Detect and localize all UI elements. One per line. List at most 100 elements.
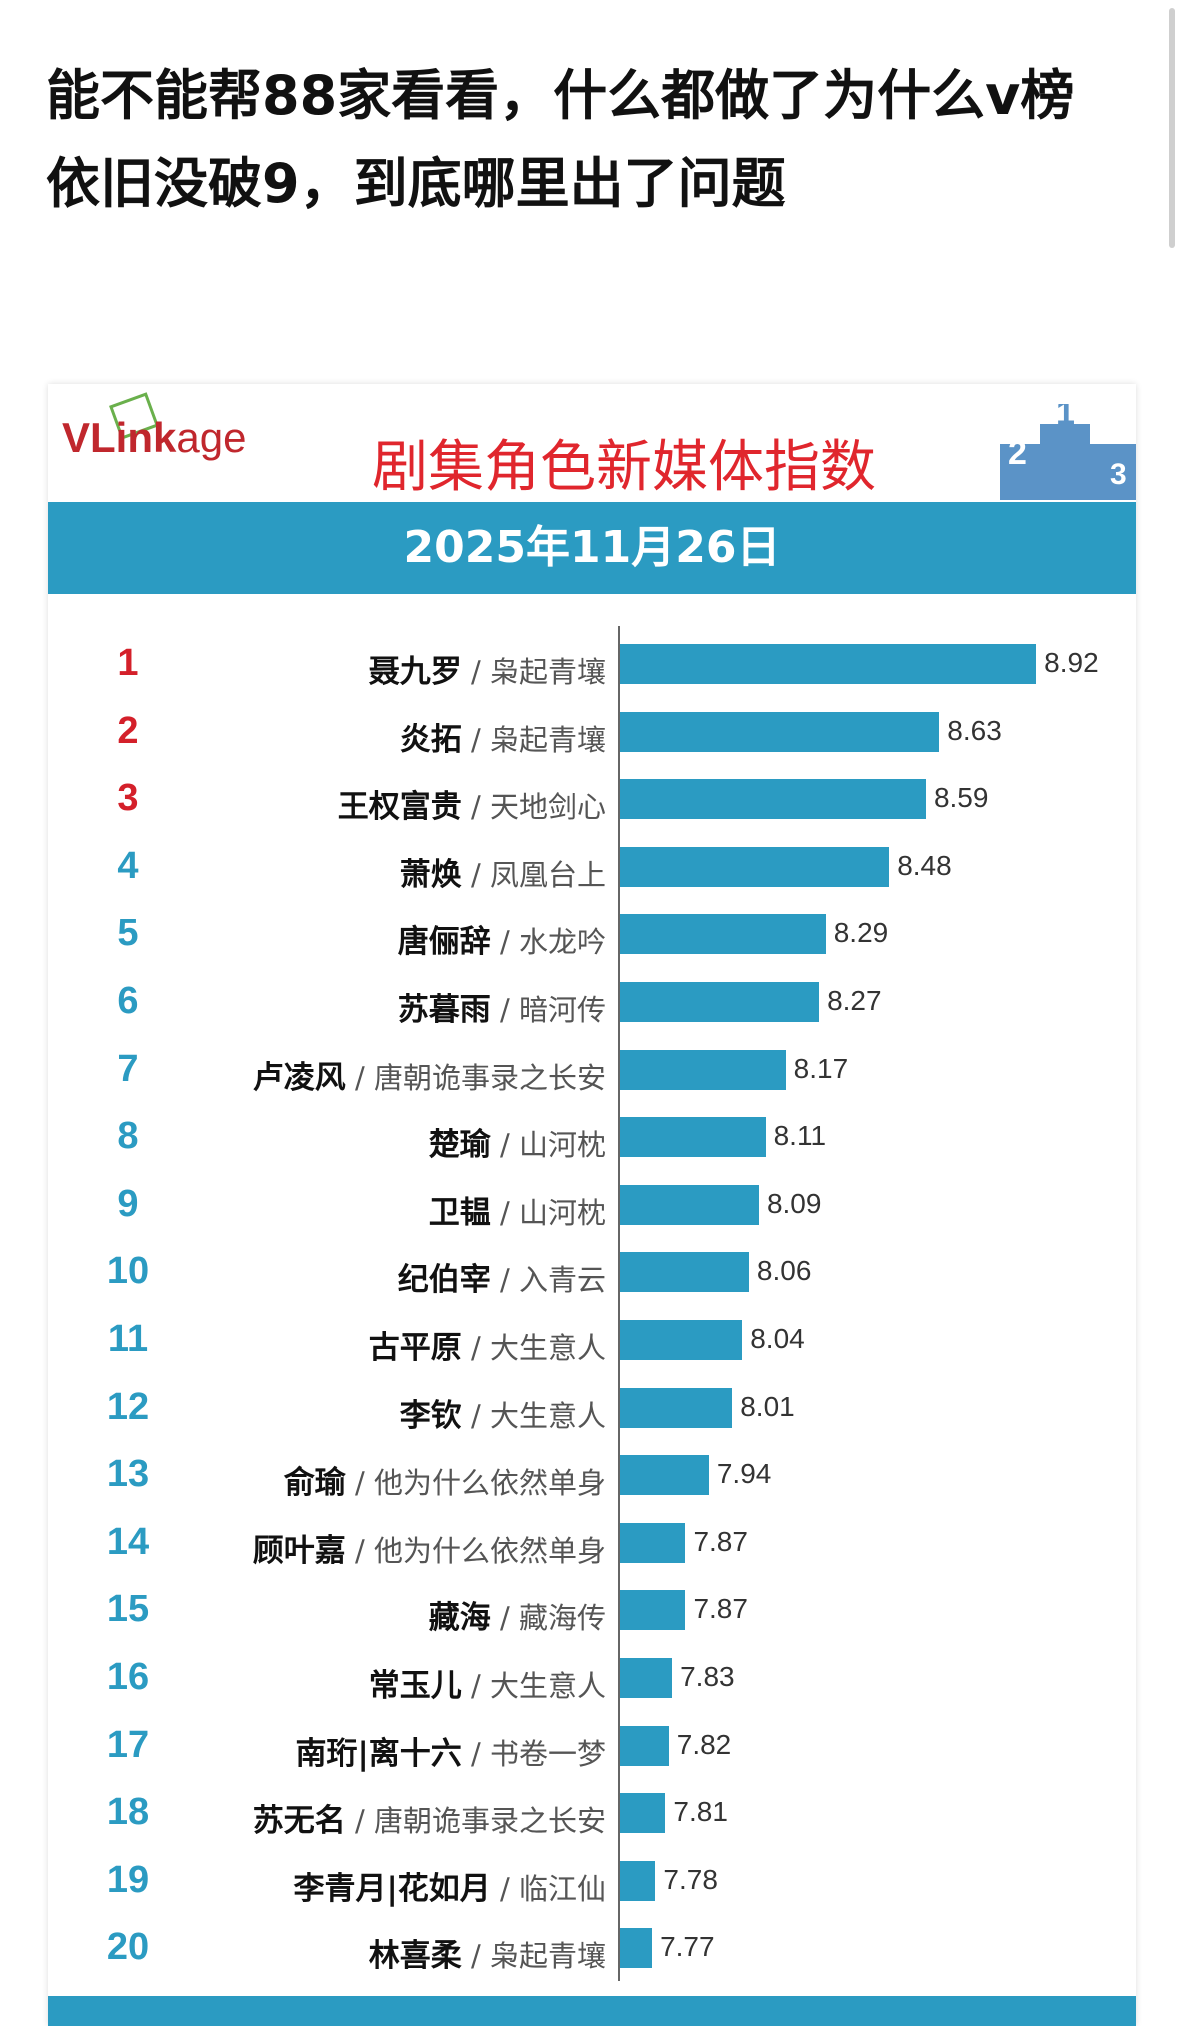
value-label: 7.87	[693, 1593, 748, 1625]
bar-row: 8 楚瑜 / 山河枕 8.11	[48, 1107, 1136, 1167]
category-label: 苏暮雨 / 暗河传	[398, 984, 606, 1029]
character-name: 聂九罗	[368, 654, 462, 690]
category-label: 古平原 / 大生意人	[369, 1322, 606, 1367]
character-name: 炎拓	[399, 721, 462, 758]
bar-row: 2 炎拓 / 枭起青壤 8.63	[48, 702, 1136, 762]
value-label: 8.92	[1044, 647, 1099, 678]
value-label: 8.01	[740, 1390, 795, 1422]
category-label: 楚瑜 / 山河枕	[429, 1119, 606, 1164]
bar	[620, 711, 940, 752]
character-name: 藏海	[428, 1600, 491, 1637]
drama-name: / 入青云	[490, 1263, 606, 1298]
scrollbar[interactable]	[1169, 8, 1175, 248]
character-name: 萧焕	[399, 856, 462, 893]
bar-row: 4 萧焕 / 凤凰台上 8.48	[48, 837, 1136, 897]
category-label: 俞瑜 / 他为什么依然单身	[284, 1457, 606, 1502]
y-axis-line	[618, 626, 620, 1981]
bar-row: 12 李钦 / 大生意人 8.01	[48, 1378, 1136, 1438]
drama-name: / 枭起青壤	[461, 722, 606, 757]
character-name: 唐俪辞	[397, 924, 491, 961]
rank-label: 17	[106, 1723, 150, 1766]
bar-row: 11 古平原 / 大生意人 8.04	[48, 1310, 1136, 1370]
character-name: 顾叶嘉	[252, 1532, 346, 1569]
drama-name: / 藏海传	[490, 1601, 606, 1636]
bar	[620, 1387, 733, 1428]
character-name: 苏无名	[252, 1803, 346, 1840]
category-label: 南珩|离十六 / 书卷一梦	[295, 1728, 606, 1773]
bar	[620, 1320, 743, 1360]
category-label: 聂九罗 / 枭起青壤	[369, 646, 606, 691]
post-title: 能不能帮88家看看，什么都做了为什么v榜依旧没破9，到底哪里出了问题	[46, 64, 1075, 215]
bar	[620, 644, 1037, 684]
bar	[620, 1455, 709, 1496]
value-label: 7.83	[680, 1661, 735, 1692]
drama-name: / 临江仙	[490, 1871, 606, 1906]
svg-text:3: 3	[1110, 458, 1127, 491]
drama-name: / 山河枕	[490, 1128, 606, 1163]
character-name: 楚瑜	[428, 1127, 491, 1164]
character-name: 卫韫	[428, 1194, 491, 1231]
category-label: 王权富贵 / 天地剑心	[338, 781, 606, 826]
category-label: 藏海 / 藏海传	[429, 1592, 606, 1637]
rank-label: 18	[106, 1791, 150, 1834]
bar	[620, 1928, 653, 1969]
bar-row: 18 苏无名 / 唐朝诡事录之长安 7.81	[48, 1783, 1136, 1843]
value-label: 8.17	[793, 1052, 849, 1084]
character-name: 卢凌风	[252, 1059, 346, 1096]
drama-name: / 凤凰台上	[461, 857, 606, 892]
value-label: 7.94	[716, 1458, 772, 1490]
value-label: 7.87	[693, 1525, 748, 1557]
bar-row: 5 唐俪辞 / 水龙吟 8.29	[48, 904, 1136, 964]
drama-name: / 枭起青壤	[461, 1939, 606, 1974]
category-label: 林喜柔 / 枭起青壤	[369, 1930, 606, 1975]
drama-name: / 书卷一梦	[461, 1736, 606, 1771]
drama-name: / 大生意人	[461, 1398, 606, 1433]
character-name: 俞瑜	[283, 1465, 346, 1502]
bar	[620, 982, 820, 1022]
value-label: 8.63	[947, 714, 1002, 746]
drama-name: / 唐朝诡事录之长安	[345, 1804, 606, 1839]
character-name: 李青月|花如月	[293, 1870, 491, 1907]
bar-row: 6 苏暮雨 / 暗河传 8.27	[48, 972, 1136, 1032]
rank-label: 16	[106, 1656, 150, 1698]
value-label: 8.04	[750, 1323, 805, 1354]
bar-row: 13 俞瑜 / 他为什么依然单身 7.94	[48, 1445, 1136, 1505]
category-label: 炎拓 / 枭起青壤	[400, 714, 606, 759]
bar-row: 20 林喜柔 / 枭起青壤 7.77	[48, 1918, 1136, 1978]
value-label: 7.81	[673, 1796, 728, 1828]
value-label: 8.11	[773, 1120, 827, 1152]
bar	[620, 1725, 669, 1766]
rank-label: 3	[117, 777, 139, 820]
category-label: 顾叶嘉 / 他为什么依然单身	[253, 1525, 606, 1570]
rank-label: 11	[107, 1318, 149, 1360]
chart-title: 剧集角色新媒体指数	[372, 435, 876, 500]
drama-name: / 他为什么依然单身	[345, 1466, 606, 1501]
bar	[620, 779, 926, 820]
bar-row: 9 卫韫 / 山河枕 8.09	[48, 1175, 1136, 1235]
bar	[620, 1117, 766, 1158]
drama-name: / 暗河传	[490, 993, 606, 1027]
svg-text:2: 2	[1008, 434, 1027, 472]
value-label: 8.59	[933, 782, 989, 814]
bar-row: 1 聂九罗 / 枭起青壤 8.92	[48, 634, 1136, 694]
value-label: 8.29	[833, 917, 889, 949]
drama-name: / 天地剑心	[461, 790, 606, 825]
bar	[620, 1793, 666, 1834]
svg-text:1: 1	[1056, 404, 1075, 432]
value-label: 7.82	[676, 1728, 732, 1760]
category-label: 卫韫 / 山河枕	[429, 1187, 606, 1232]
character-name: 常玉儿	[368, 1668, 462, 1704]
category-label: 李钦 / 大生意人	[400, 1390, 606, 1435]
chart-card: VLinkage 剧集角色新媒体指数 2 1 3 2025年11月26日 1 聂九…	[48, 384, 1136, 2026]
character-name: 李钦	[399, 1397, 462, 1434]
bar	[620, 1658, 673, 1698]
bar-row: 3 王权富贵 / 天地剑心 8.59	[48, 769, 1136, 829]
rank-label: 6	[117, 980, 139, 1022]
category-label: 常玉儿 / 大生意人	[369, 1660, 606, 1705]
category-label: 李青月|花如月 / 临江仙	[293, 1863, 606, 1908]
rank-label: 19	[106, 1858, 150, 1901]
bar-row: 16 常玉儿 / 大生意人 7.83	[48, 1648, 1136, 1708]
value-label: 8.27	[827, 985, 882, 1016]
brand-logo: VLinkage	[62, 414, 247, 461]
drama-name: / 水龙吟	[490, 925, 606, 960]
